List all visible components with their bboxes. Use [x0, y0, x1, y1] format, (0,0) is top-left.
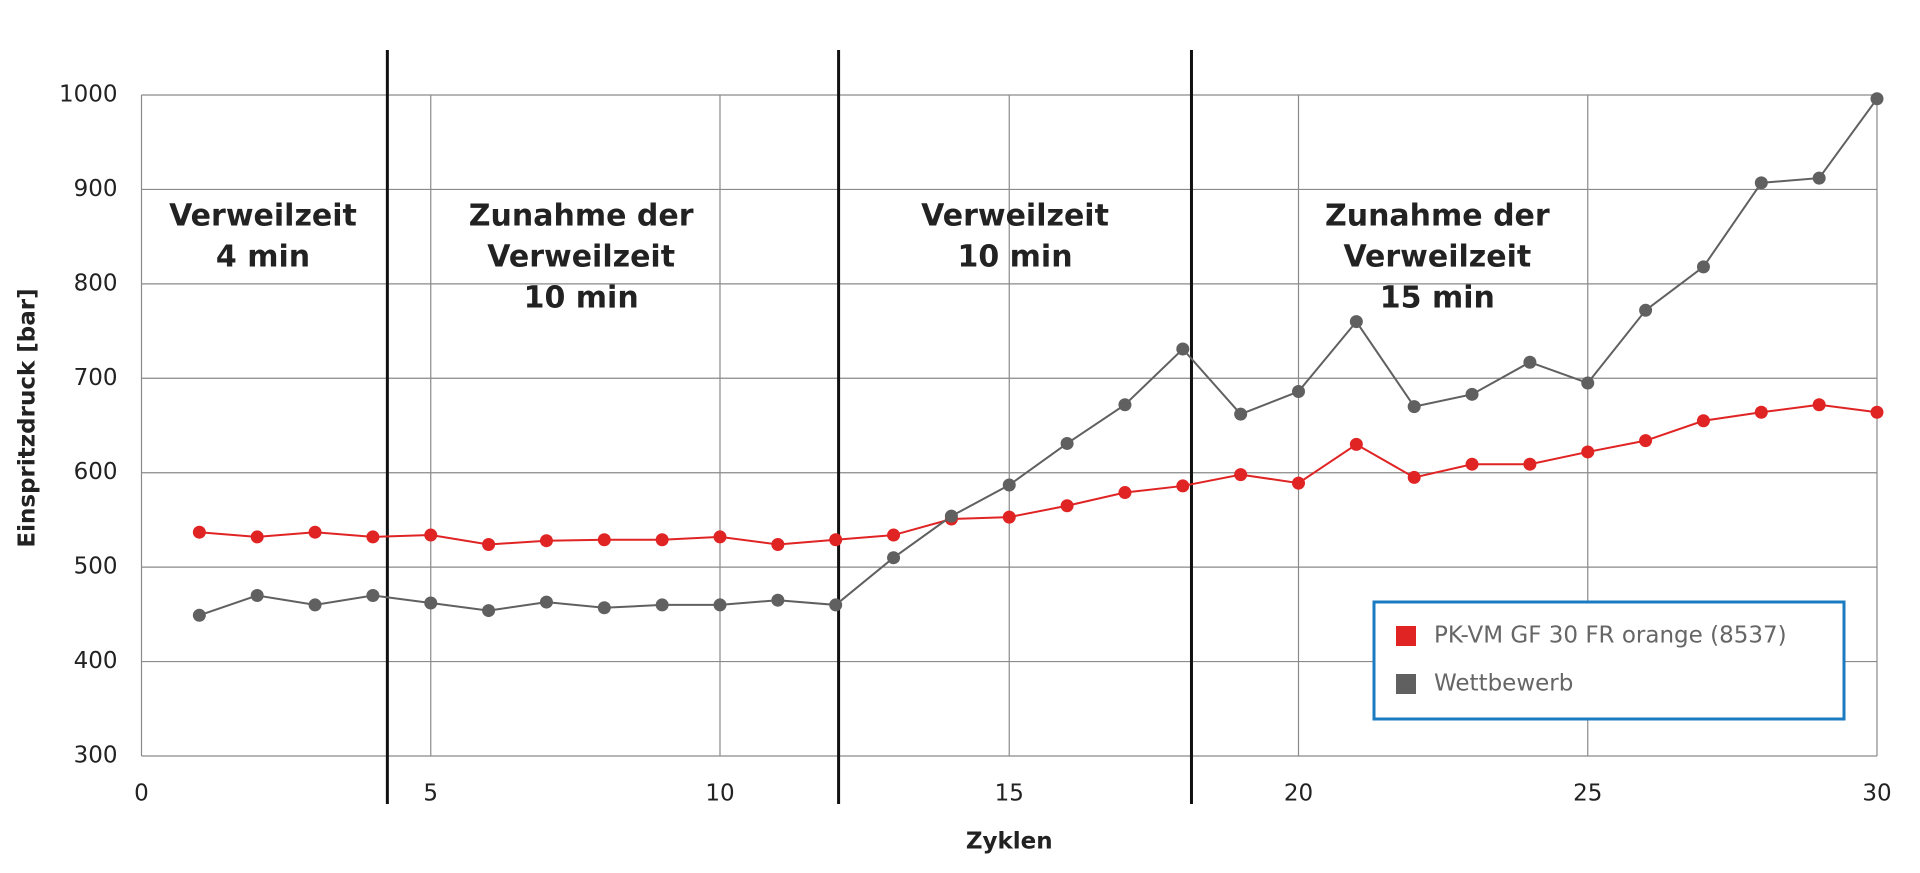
phase-annotation: Zunahme der	[469, 199, 694, 234]
data-point	[829, 598, 843, 612]
data-point	[1812, 398, 1826, 412]
data-point	[1234, 407, 1248, 421]
legend-swatch	[1396, 626, 1416, 646]
data-point	[1292, 476, 1305, 490]
data-point	[1060, 436, 1074, 450]
x-tick-label: 30	[1862, 781, 1891, 807]
data-point	[1176, 342, 1190, 356]
series-line	[199, 403, 1878, 546]
data-point	[1812, 171, 1826, 185]
phase-annotation: 4 min	[216, 240, 310, 275]
data-point	[1002, 478, 1016, 492]
data-point	[482, 537, 496, 551]
y-tick-label: 400	[74, 648, 118, 674]
data-point	[944, 509, 958, 523]
legend-label: PK-VM GF 30 FR orange (8537)	[1434, 623, 1787, 649]
data-point	[482, 604, 496, 618]
data-point	[424, 596, 438, 610]
x-tick-label: 5	[423, 781, 438, 807]
data-point	[1696, 260, 1710, 274]
phase-annotation: Verweilzeit	[169, 199, 357, 234]
data-point	[192, 608, 206, 622]
data-point	[1639, 434, 1653, 448]
data-point	[1523, 355, 1537, 369]
legend-label: Wettbewerb	[1434, 671, 1573, 697]
x-tick-label: 15	[995, 781, 1024, 807]
data-point	[1349, 315, 1363, 329]
data-point	[1870, 405, 1884, 419]
data-point	[1292, 385, 1305, 399]
x-tick-label: 10	[705, 781, 734, 807]
phase-annotation: 10 min	[957, 240, 1072, 275]
x-tick-label: 25	[1573, 781, 1602, 807]
data-point	[1407, 400, 1421, 414]
data-point	[539, 595, 553, 609]
phase-annotation: 10 min	[524, 281, 639, 316]
y-tick-label: 900	[74, 176, 118, 202]
y-tick-label: 600	[74, 459, 118, 485]
data-point	[1060, 499, 1074, 513]
data-point	[1465, 387, 1479, 401]
y-tick-label: 1000	[59, 82, 118, 108]
data-point	[1118, 486, 1132, 500]
data-point	[1349, 437, 1363, 451]
y-axis-title: Einspritzdruck [bar]	[15, 288, 41, 547]
data-point	[250, 530, 264, 544]
data-point	[1754, 176, 1768, 190]
data-point	[1002, 510, 1016, 524]
legend-swatch	[1396, 674, 1416, 694]
data-point	[1234, 468, 1248, 482]
x-tick-label: 0	[134, 781, 149, 807]
data-point	[308, 598, 322, 612]
data-point	[366, 588, 380, 602]
phase-annotation: Zunahme der	[1325, 199, 1550, 234]
data-point	[1118, 398, 1132, 412]
series-line	[199, 98, 1878, 617]
data-point	[597, 601, 611, 615]
data-point	[539, 534, 553, 548]
data-point	[1581, 376, 1595, 390]
data-point	[250, 588, 264, 602]
data-point	[1465, 457, 1479, 471]
data-point	[1176, 479, 1190, 493]
data-point	[713, 530, 727, 544]
y-tick-label: 500	[74, 554, 118, 580]
data-point	[1581, 445, 1595, 459]
legend-box	[1372, 600, 1846, 721]
data-point	[887, 551, 901, 565]
y-tick-label: 700	[74, 365, 118, 391]
x-tick-label: 20	[1284, 781, 1313, 807]
data-point	[655, 533, 669, 547]
data-point	[771, 593, 785, 607]
data-point	[424, 528, 438, 542]
y-tick-label: 800	[74, 270, 118, 296]
data-point	[1407, 470, 1421, 484]
data-point	[308, 525, 322, 539]
y-tick-label: 300	[74, 743, 118, 769]
data-point	[713, 598, 727, 612]
data-point	[1523, 457, 1537, 471]
data-point	[771, 537, 785, 551]
data-point	[1754, 405, 1768, 419]
data-point	[829, 533, 843, 547]
x-axis-title: Zyklen	[966, 829, 1053, 855]
data-point	[887, 528, 901, 542]
data-point	[597, 533, 611, 547]
data-point	[366, 530, 380, 544]
phase-annotation: Verweilzeit	[487, 240, 675, 275]
phase-annotation: 15 min	[1380, 281, 1495, 316]
data-point	[1639, 303, 1653, 317]
data-point	[192, 525, 206, 539]
phase-annotation: Verweilzeit	[1343, 240, 1531, 275]
data-point	[1870, 92, 1884, 106]
data-point	[655, 598, 669, 612]
data-point	[1696, 414, 1710, 428]
phase-annotation: Verweilzeit	[921, 199, 1109, 234]
